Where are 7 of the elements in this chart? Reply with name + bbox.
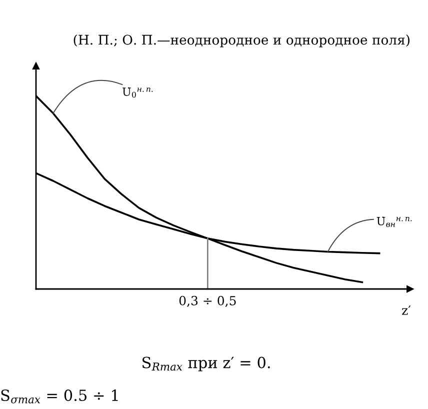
text: S$_{Rmax}$ при z′ = 0. xyxy=(142,356,270,372)
text: U̇$_{0}$$^{н.п.}$ xyxy=(122,87,153,98)
text: U̇$_{вн}$$^{н.п.}$ xyxy=(376,216,412,227)
chart-title: (Н. П.; О. П.—неоднородное и однородное поля) xyxy=(74,34,410,48)
text: 0,3 ÷ 0,5 xyxy=(179,296,236,307)
x-axis-title: z′ xyxy=(402,306,411,315)
text: S$_{σmax}$ = 0.5 ÷ 1 xyxy=(1,389,118,404)
